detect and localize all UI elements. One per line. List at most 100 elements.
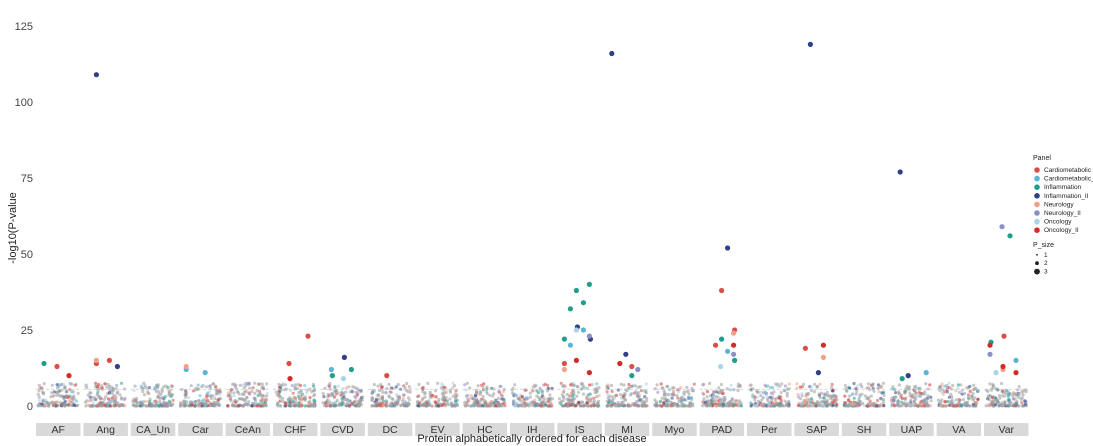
data-point (341, 354, 347, 360)
background-point (106, 382, 110, 386)
background-point (1008, 400, 1012, 404)
background-point (299, 403, 303, 408)
background-point (116, 401, 120, 405)
background-point (714, 404, 719, 408)
background-point (246, 381, 251, 385)
background-point (882, 400, 886, 404)
background-point (348, 399, 352, 403)
data-point (731, 330, 737, 336)
background-point (671, 404, 675, 408)
background-point (682, 390, 686, 394)
background-point (212, 394, 216, 398)
background-point (430, 393, 434, 397)
background-point (485, 392, 489, 396)
data-point (561, 336, 568, 342)
background-point (235, 399, 239, 403)
background-point (253, 397, 257, 401)
disease-strip (747, 423, 792, 436)
disease-label: CHF (284, 424, 306, 436)
y-axis-title: -log10(P-value (7, 192, 19, 264)
background-point (420, 404, 424, 408)
background-point (881, 381, 886, 385)
background-point (811, 404, 815, 408)
background-point (290, 398, 294, 402)
background-point (513, 393, 517, 397)
background-point (730, 398, 734, 402)
background-point (1013, 397, 1017, 401)
panel-legend-label: Neurology_II (1044, 210, 1081, 217)
data-point (629, 373, 635, 379)
legend-swatch (1034, 227, 1040, 233)
background-point (993, 403, 998, 407)
background-point (71, 396, 75, 400)
background-point (619, 393, 623, 397)
background-point (866, 382, 871, 386)
background-point (751, 393, 755, 397)
background-point (734, 403, 739, 407)
background-point (415, 395, 419, 399)
background-point (667, 398, 671, 402)
data-point (286, 360, 292, 367)
background-point (54, 400, 58, 404)
legend-swatch (1034, 201, 1040, 208)
background-point (855, 390, 859, 394)
background-point (870, 384, 874, 388)
background-point (947, 395, 952, 399)
background-point (894, 395, 898, 399)
disease-strip (130, 423, 176, 436)
background-point (952, 400, 956, 404)
background-point (283, 383, 287, 387)
background-point (485, 387, 489, 391)
background-point (396, 402, 400, 406)
background-point (214, 403, 218, 407)
background-point (705, 395, 709, 399)
background-point (672, 393, 676, 397)
background-point (756, 390, 761, 394)
background-point (576, 390, 581, 394)
background-point (218, 392, 222, 396)
background-point (597, 394, 601, 398)
background-point (941, 404, 945, 408)
disease-strip (936, 423, 982, 436)
background-point (713, 400, 717, 404)
background-point (550, 397, 555, 401)
background-point (619, 382, 623, 386)
background-point (763, 390, 767, 394)
background-point (1023, 399, 1027, 403)
background-point (248, 386, 252, 390)
background-point (854, 392, 858, 396)
background-point (872, 389, 876, 393)
size-legend-label: 2 (1044, 260, 1048, 267)
background-point (375, 398, 379, 402)
background-point (592, 396, 596, 400)
data-point (329, 373, 335, 379)
background-point (769, 391, 774, 395)
legend-swatch (1034, 167, 1040, 173)
background-point (825, 390, 829, 394)
background-point (64, 390, 68, 394)
background-point (190, 403, 194, 407)
background-point (428, 402, 432, 406)
disease-strips: AF Ang CA_Un Car CeAn CHF CVD DC EV HC IH IS MI Myo PA… (36, 423, 1029, 436)
data-point (732, 357, 738, 363)
background-point (463, 403, 467, 407)
background-point (768, 385, 773, 390)
background-point (213, 397, 217, 401)
background-point (644, 391, 648, 395)
background-point (897, 391, 901, 395)
background-point (52, 390, 56, 394)
data-point (820, 354, 827, 360)
background-point (534, 403, 539, 407)
disease-strip (652, 423, 697, 436)
background-point (123, 404, 127, 408)
background-point (111, 399, 115, 403)
background-point (443, 403, 448, 407)
background-point (183, 393, 187, 397)
background-point (344, 390, 348, 394)
background-point (455, 402, 459, 407)
background-point (51, 403, 56, 407)
size-legend-title: P_size (1033, 242, 1054, 249)
background-point (804, 394, 808, 399)
background-point (84, 404, 88, 408)
background-point (52, 394, 56, 398)
